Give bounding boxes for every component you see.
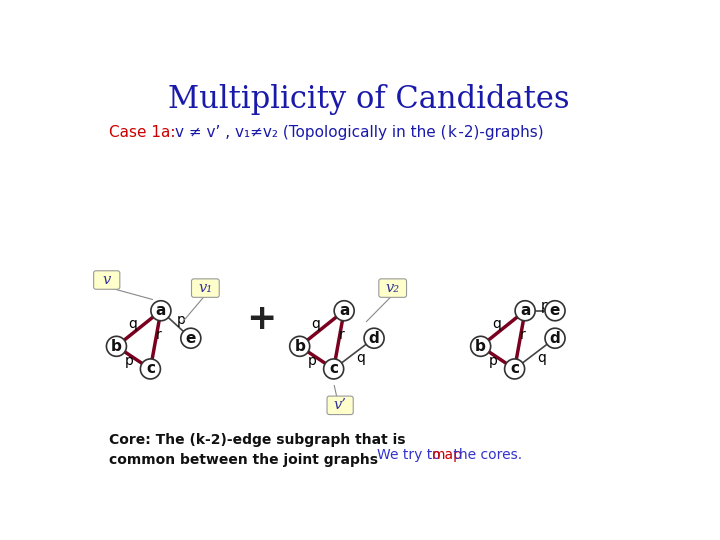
Text: p: p [308,354,317,368]
Text: map: map [432,448,463,462]
Text: b: b [475,339,486,354]
Text: q: q [537,350,546,365]
Circle shape [515,301,535,321]
Text: c: c [329,361,338,376]
Text: q: q [492,318,501,332]
Circle shape [140,359,161,379]
Circle shape [181,328,201,348]
Text: the cores.: the cores. [449,448,522,462]
Text: p: p [176,313,186,327]
Text: v’: v’ [333,399,346,413]
FancyBboxPatch shape [327,396,354,415]
FancyBboxPatch shape [192,279,219,298]
Text: q: q [128,318,137,332]
Circle shape [364,328,384,348]
FancyBboxPatch shape [94,271,120,289]
Text: d: d [549,330,560,346]
Circle shape [471,336,490,356]
Text: d: d [369,330,379,346]
Text: r: r [520,328,526,342]
Text: v₁: v₁ [198,281,212,295]
Text: p: p [489,354,498,368]
Circle shape [151,301,171,321]
Text: q: q [312,318,320,332]
Text: r: r [339,328,345,342]
Text: We try to: We try to [377,448,445,462]
Text: Core: The (k-2)-edge subgraph that is
common between the joint graphs: Core: The (k-2)-edge subgraph that is co… [109,433,405,468]
Text: v ≠ v’ , v₁≠v₂ (Topologically in the ( k -2)-graphs): v ≠ v’ , v₁≠v₂ (Topologically in the ( k… [175,125,544,140]
Circle shape [545,328,565,348]
Text: e: e [186,330,196,346]
FancyBboxPatch shape [379,279,407,298]
Text: a: a [339,303,349,318]
Text: v₂: v₂ [386,281,400,295]
Text: Case 1a:: Case 1a: [109,125,175,140]
Text: p: p [125,354,134,368]
Text: e: e [550,303,560,318]
Text: c: c [146,361,155,376]
Circle shape [289,336,310,356]
Text: v: v [103,273,111,287]
Circle shape [334,301,354,321]
Circle shape [107,336,127,356]
Text: a: a [520,303,531,318]
Circle shape [545,301,565,321]
Text: r: r [156,328,161,342]
Text: Multiplicity of Candidates: Multiplicity of Candidates [168,84,570,115]
Text: c: c [510,361,519,376]
Text: q: q [356,350,365,365]
Circle shape [505,359,525,379]
Text: b: b [294,339,305,354]
Circle shape [324,359,343,379]
Text: a: a [156,303,166,318]
Text: b: b [111,339,122,354]
Text: +: + [246,302,276,336]
Text: p: p [541,299,550,313]
